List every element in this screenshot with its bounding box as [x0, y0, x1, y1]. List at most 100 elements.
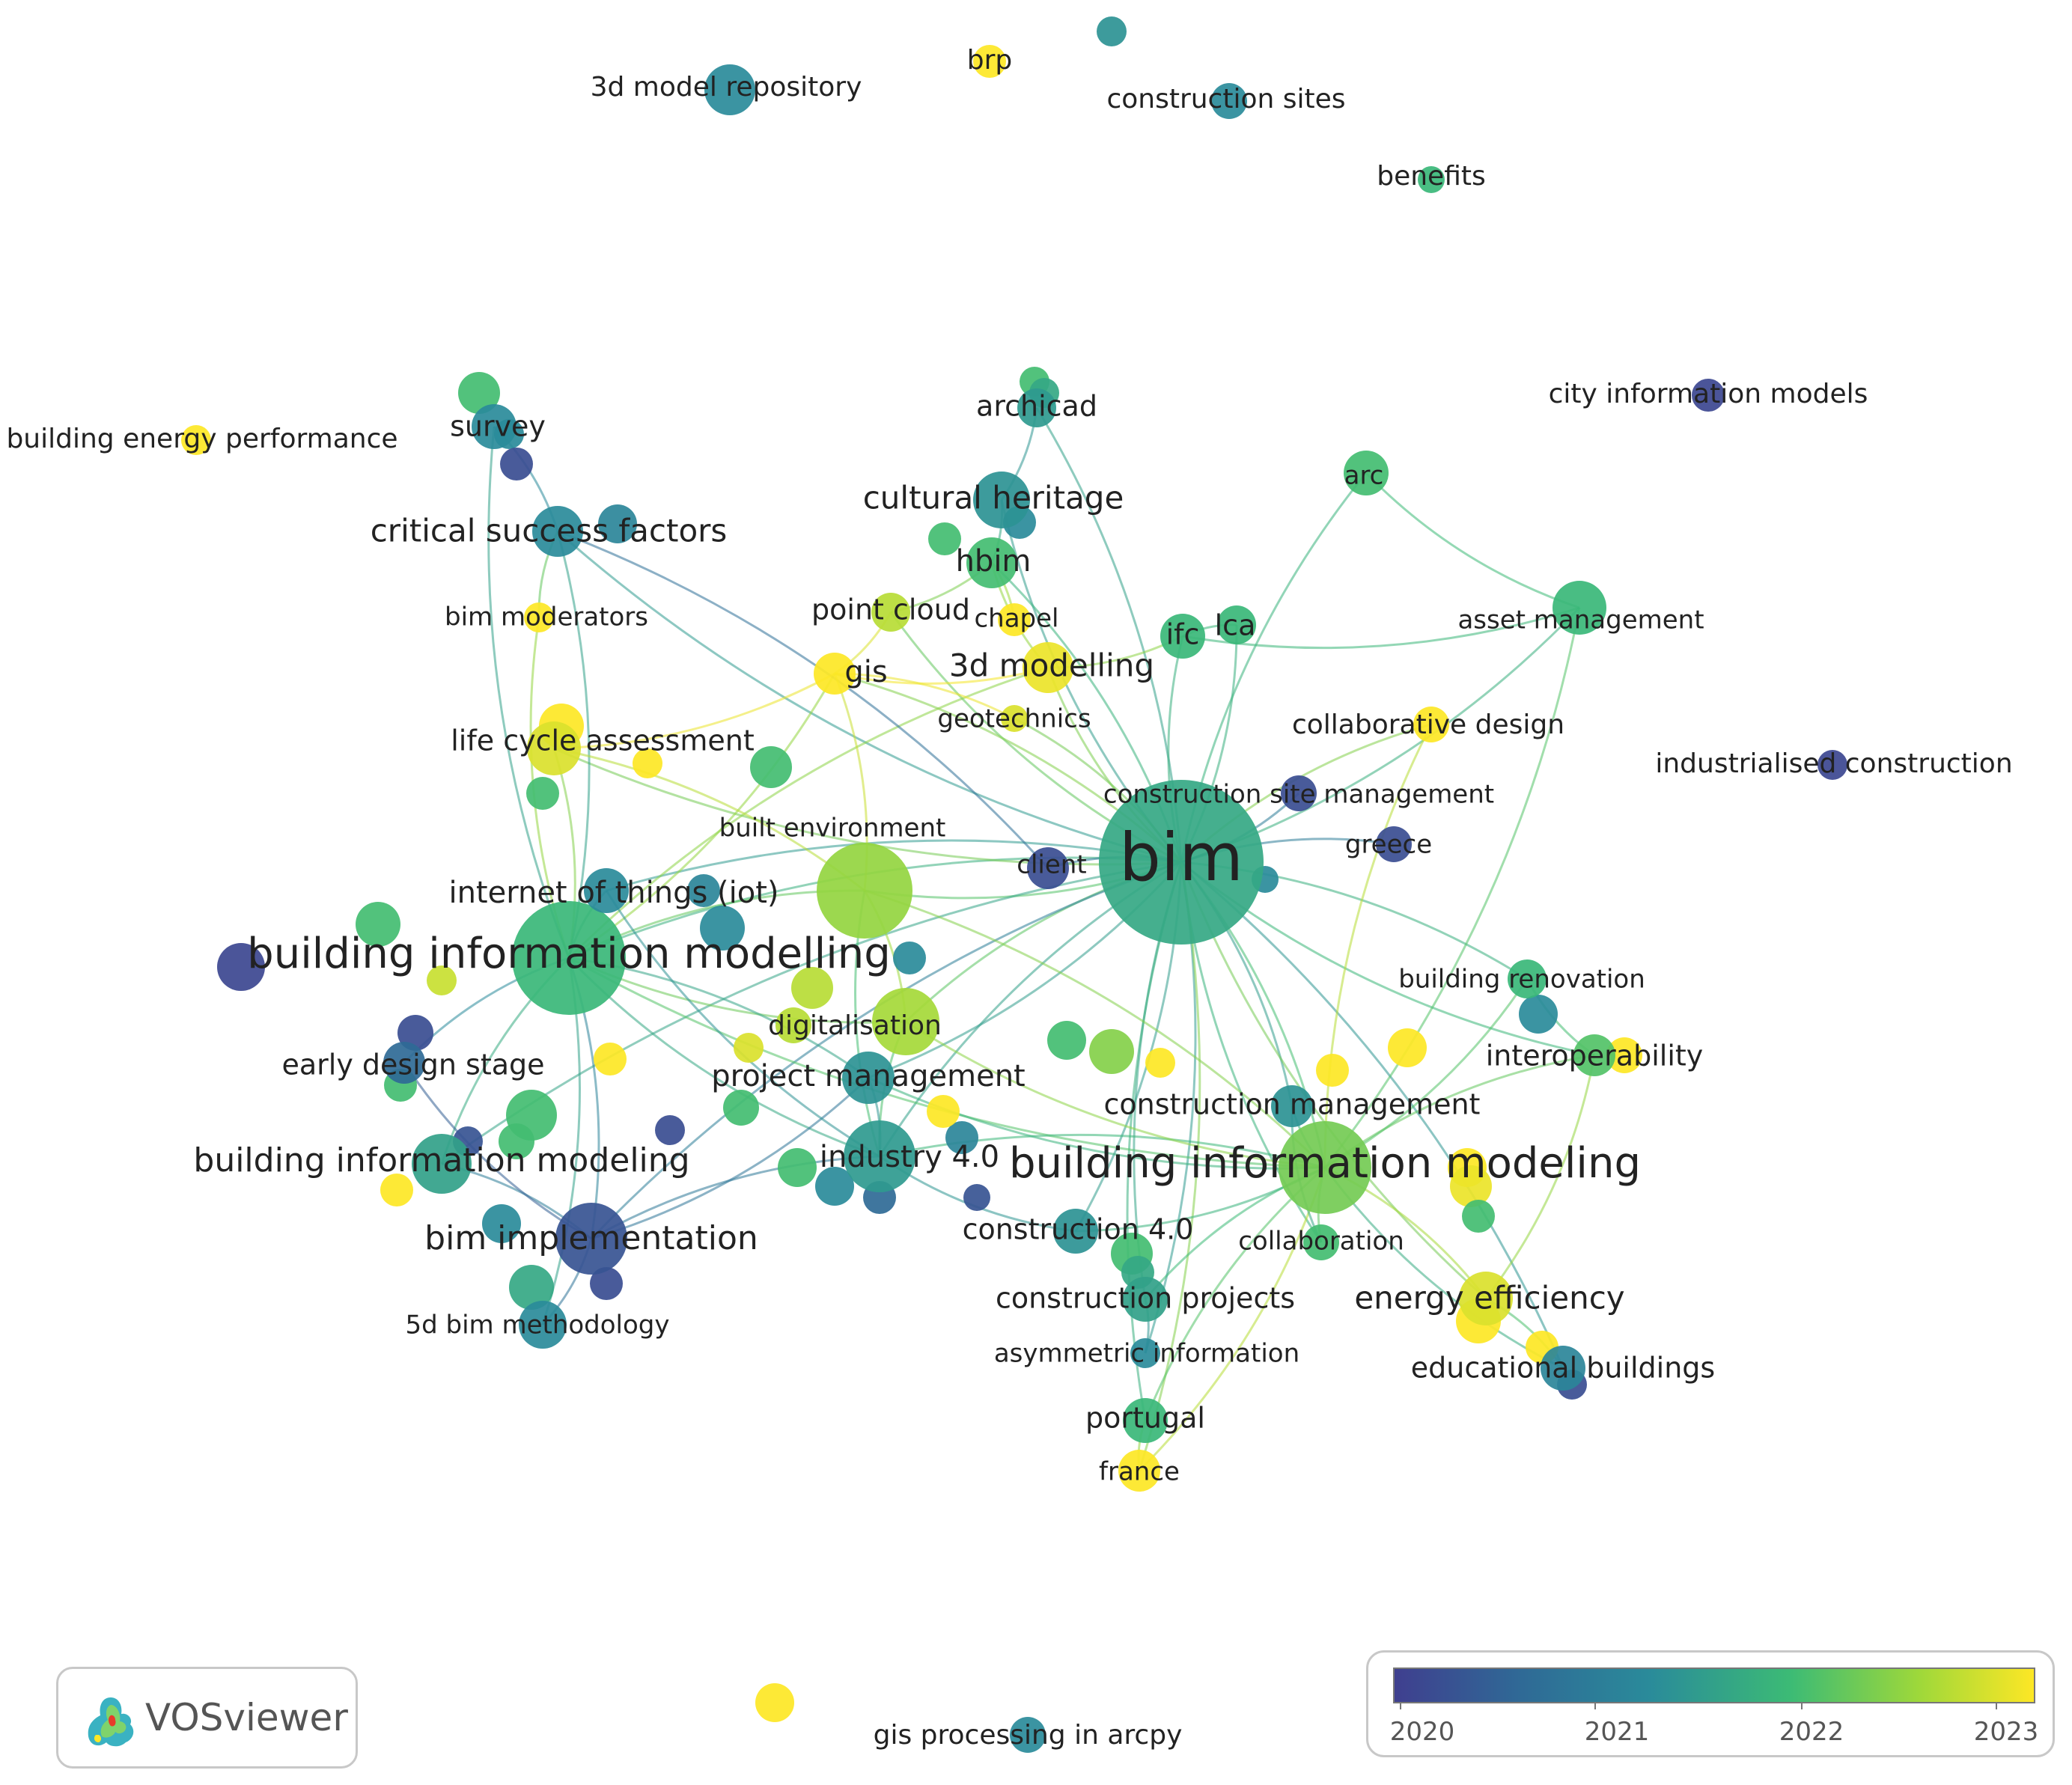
node-arc[interactable] — [1344, 451, 1389, 495]
network-node[interactable] — [815, 1167, 854, 1206]
network-node[interactable] — [893, 942, 926, 974]
node-gis[interactable] — [814, 653, 856, 695]
network-node[interactable] — [687, 874, 720, 907]
node-greece[interactable] — [1376, 826, 1412, 862]
node-five_d[interactable] — [519, 1301, 567, 1349]
node-ifc[interactable] — [1160, 614, 1205, 659]
network-node[interactable] — [633, 748, 662, 778]
node-cprojects[interactable] — [1123, 1277, 1168, 1322]
node-bep[interactable] — [181, 425, 211, 455]
network-node[interactable] — [380, 1174, 413, 1206]
node-benefits[interactable] — [1418, 166, 1445, 193]
node-m3d[interactable] — [1023, 642, 1073, 693]
edge-bimg_l-asset — [1323, 607, 1581, 1168]
network-node[interactable] — [458, 372, 500, 414]
node-interop[interactable] — [1573, 1034, 1615, 1076]
node-asym[interactable] — [1130, 1338, 1160, 1368]
node-chapel[interactable] — [998, 603, 1031, 636]
node-survey[interactable] — [472, 404, 517, 449]
network-node[interactable] — [1450, 1165, 1492, 1207]
node-edu[interactable] — [1541, 1346, 1585, 1391]
node-lca[interactable] — [1217, 605, 1256, 644]
network-node[interactable] — [928, 522, 961, 555]
node-archicad[interactable] — [1017, 388, 1056, 427]
node-bimg_l2[interactable] — [412, 1134, 472, 1194]
label-client: client — [1017, 850, 1086, 880]
node-bim[interactable] — [1099, 780, 1264, 945]
network-node[interactable] — [1316, 1054, 1349, 1087]
label-portugal: portugal — [1085, 1402, 1205, 1435]
node-asset[interactable] — [1553, 581, 1606, 635]
node-client[interactable] — [1027, 847, 1069, 889]
network-node[interactable] — [427, 965, 457, 995]
node-hbim[interactable] — [966, 537, 1017, 588]
node-repo[interactable] — [704, 64, 755, 115]
node-collab_d[interactable] — [1413, 707, 1449, 742]
node-portugal[interactable] — [1123, 1398, 1168, 1443]
network-node[interactable] — [1519, 995, 1558, 1034]
network-node[interactable] — [1462, 1200, 1495, 1233]
network-node[interactable] — [655, 1115, 685, 1145]
network-node[interactable] — [1047, 1021, 1086, 1060]
node-cmgmt[interactable] — [1271, 1085, 1313, 1127]
node-csm[interactable] — [1281, 775, 1317, 811]
vosviewer-logo[interactable]: VOSviewer — [56, 1667, 358, 1769]
network-node[interactable] — [791, 967, 833, 1009]
node-geotech[interactable] — [1001, 705, 1028, 732]
node-b_renov[interactable] — [1508, 959, 1547, 998]
node-c40[interactable] — [1053, 1209, 1098, 1254]
node-collab[interactable] — [1303, 1224, 1339, 1260]
node-early[interactable] — [383, 1042, 425, 1084]
node-lca_assess[interactable] — [527, 721, 581, 775]
node-csf[interactable] — [532, 506, 583, 557]
network-node[interactable] — [590, 1267, 623, 1300]
label-collab_d: collaborative design — [1292, 710, 1564, 740]
node-bim_mod[interactable] — [524, 602, 554, 632]
network-node[interactable] — [509, 1265, 554, 1310]
network-node[interactable] — [482, 1204, 521, 1243]
node-gisarcpy[interactable] — [1010, 1717, 1046, 1753]
network-node[interactable] — [594, 1043, 627, 1075]
legend-tick-2022 — [1801, 1702, 1803, 1709]
network-node[interactable] — [1388, 1028, 1427, 1067]
node-csites[interactable] — [1211, 83, 1247, 119]
node-digital[interactable] — [872, 988, 939, 1055]
network-node[interactable] — [397, 1015, 433, 1051]
network-node[interactable] — [927, 1095, 960, 1128]
node-pcloud[interactable] — [871, 593, 910, 632]
node-ind_c[interactable] — [1817, 750, 1847, 780]
network-node[interactable] — [1089, 1029, 1134, 1074]
network-node[interactable] — [499, 1123, 534, 1159]
year-color-legend: 2020 2021 2022 2023 — [1366, 1650, 2055, 1757]
node-france[interactable] — [1118, 1450, 1160, 1492]
node-cult[interactable] — [973, 472, 1030, 528]
node-cim[interactable] — [1692, 379, 1725, 412]
network-node[interactable] — [500, 448, 533, 480]
node-proj_mgmt[interactable] — [842, 1052, 895, 1104]
node-bimg_ll[interactable] — [512, 901, 626, 1015]
network-node[interactable] — [963, 1184, 990, 1211]
network-node[interactable] — [526, 777, 559, 810]
label-repo: 3d model repository — [591, 72, 862, 103]
node-bim_impl[interactable] — [555, 1203, 627, 1275]
network-node[interactable] — [750, 746, 792, 788]
node-brp[interactable] — [973, 45, 1006, 78]
network-node[interactable] — [217, 943, 265, 991]
network-node[interactable] — [700, 906, 745, 951]
network-node[interactable] — [598, 504, 637, 543]
node-energy[interactable] — [1459, 1272, 1513, 1325]
network-node[interactable] — [1145, 1048, 1175, 1078]
network-node[interactable] — [356, 902, 400, 947]
network-node[interactable] — [1606, 1037, 1642, 1073]
network-node[interactable] — [755, 1683, 794, 1722]
network-node[interactable] — [945, 1121, 978, 1154]
node-bimg_l[interactable] — [1279, 1121, 1371, 1214]
network-node[interactable] — [778, 1148, 817, 1187]
network-node[interactable] — [723, 1090, 759, 1126]
node-industry40[interactable] — [844, 1120, 915, 1192]
network-node[interactable] — [776, 1007, 811, 1043]
node-built_env[interactable] — [817, 843, 912, 939]
network-node[interactable] — [1097, 16, 1127, 46]
node-iot[interactable] — [584, 868, 629, 913]
network-node[interactable] — [734, 1033, 764, 1063]
